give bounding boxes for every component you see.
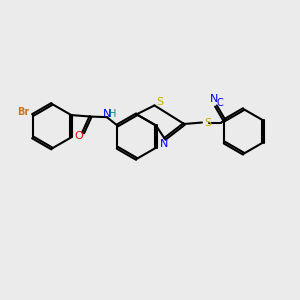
Text: S: S [204, 118, 211, 128]
Text: N: N [160, 139, 168, 149]
Text: Br: Br [18, 107, 30, 117]
Text: C: C [217, 98, 224, 108]
Text: N: N [210, 94, 219, 104]
Text: H: H [109, 109, 116, 118]
Text: S: S [156, 98, 164, 107]
Text: O: O [74, 131, 83, 142]
Text: N: N [103, 109, 111, 118]
